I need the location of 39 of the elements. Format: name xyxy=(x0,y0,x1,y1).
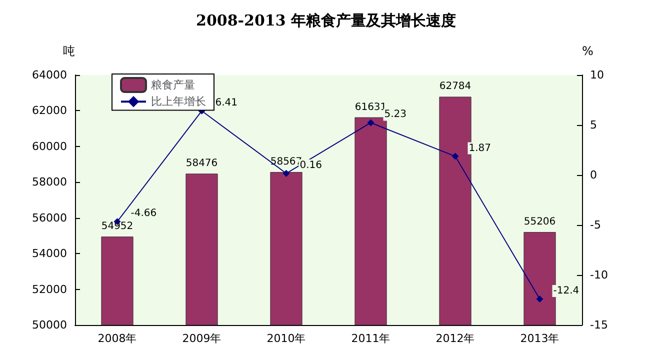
y-axis-title: 吨 xyxy=(63,44,75,58)
data-label: 62784 xyxy=(439,81,472,92)
data-label: -12.4 xyxy=(553,286,580,296)
x-tick-label: 2008年 xyxy=(98,332,137,345)
y-tick-label: 60000 xyxy=(32,140,67,153)
x-tick-label: 2012年 xyxy=(436,332,475,345)
y2-tick-label: 5 xyxy=(590,118,597,132)
y2-tick-label: 10 xyxy=(590,68,604,82)
chart-title: 2008-2013 年粮食产量及其增长速度 xyxy=(196,12,456,30)
data-label: 55206 xyxy=(524,216,556,228)
data-label: 5.23 xyxy=(384,109,407,120)
data-label: 6.41 xyxy=(215,97,238,108)
data-label: 1.87 xyxy=(468,142,492,154)
point xyxy=(282,170,290,177)
data-label: 0.16 xyxy=(300,160,322,171)
point xyxy=(452,152,459,160)
data-label: 58476 xyxy=(186,158,218,170)
y-tick-label: 54000 xyxy=(32,247,67,260)
legend-label: 比上年增长 xyxy=(151,95,206,108)
x-tick-label: 2010年 xyxy=(266,332,306,345)
legend-label: 粮食产量 xyxy=(151,78,195,92)
y-tick-label: 62000 xyxy=(32,104,67,118)
y2-tick-label: -5 xyxy=(590,218,601,232)
y-tick-label: 64000 xyxy=(32,68,67,82)
data-label: -4.66 xyxy=(130,208,157,220)
data-label: 54952 xyxy=(101,221,134,232)
y2-tick-label: 0 xyxy=(590,168,597,182)
y-tick-label: 50000 xyxy=(32,318,67,332)
point xyxy=(536,296,544,302)
y2-axis-title: % xyxy=(582,44,594,58)
y-tick-label: 56000 xyxy=(32,211,67,224)
y-tick-label: 52000 xyxy=(32,282,67,296)
y-tick-label: 58000 xyxy=(32,176,67,189)
x-tick-label: 2009年 xyxy=(182,332,222,345)
y2-tick-label: -10 xyxy=(590,268,608,282)
x-tick-label: 2013年 xyxy=(520,332,560,345)
x-tick-label: 2011年 xyxy=(351,332,390,345)
y2-tick-label: -15 xyxy=(590,318,608,332)
point xyxy=(367,119,374,126)
